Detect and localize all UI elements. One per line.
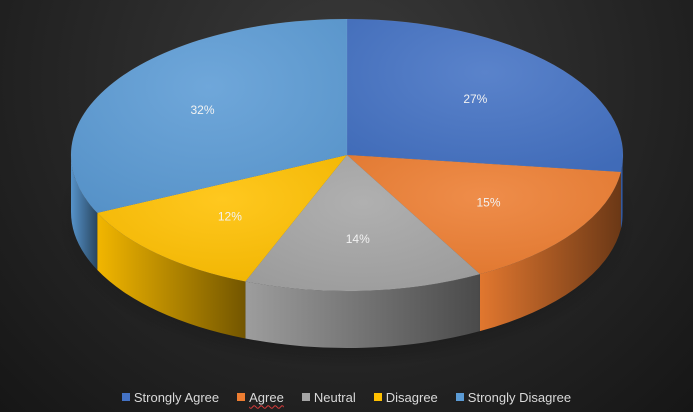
data-label-strongly-disagree: 32% bbox=[191, 103, 215, 117]
slice-agree bbox=[346, 154, 622, 275]
slice-side-disagree bbox=[97, 212, 246, 339]
legend-label-disagree: Disagree bbox=[385, 389, 438, 405]
slice-strongly-disagree bbox=[70, 18, 348, 214]
legend-swatch-disagree bbox=[373, 393, 382, 401]
legend: Strongly Agree Agree Neutral Disagree St… bbox=[0, 386, 693, 408]
data-label-strongly-agree: 27% bbox=[463, 92, 487, 106]
slice-side-agree bbox=[479, 172, 621, 332]
legend-item-agree: Agree bbox=[237, 390, 284, 405]
legend-label-agree: Agree bbox=[249, 389, 284, 405]
legend-label-neutral: Neutral bbox=[313, 389, 356, 405]
slice-strongly-agree bbox=[346, 18, 624, 173]
slice-side-strongly-disagree bbox=[71, 155, 98, 270]
data-label-agree: 15% bbox=[477, 195, 501, 209]
legend-swatch-agree bbox=[237, 393, 246, 401]
legend-swatch-neutral bbox=[301, 393, 310, 401]
legend-item-strongly-agree: Strongly Agree bbox=[121, 389, 220, 405]
legend-item-neutral: Neutral bbox=[301, 389, 356, 405]
legend-label-strongly-agree: Strongly Agree bbox=[133, 389, 220, 405]
legend-item-strongly-disagree: Strongly Disagree bbox=[455, 389, 572, 405]
data-label-neutral: 14% bbox=[346, 232, 370, 246]
slice-side-strongly-agree bbox=[620, 155, 623, 230]
legend-item-disagree: Disagree bbox=[373, 389, 438, 405]
legend-swatch-strongly-disagree bbox=[455, 393, 464, 401]
slice-side-neutral bbox=[245, 274, 480, 348]
slice-neutral bbox=[244, 154, 481, 292]
slice-disagree bbox=[96, 154, 348, 282]
legend-swatch-strongly-agree bbox=[121, 393, 130, 401]
data-label-disagree: 12% bbox=[218, 209, 242, 223]
legend-label-strongly-disagree: Strongly Disagree bbox=[467, 389, 572, 405]
